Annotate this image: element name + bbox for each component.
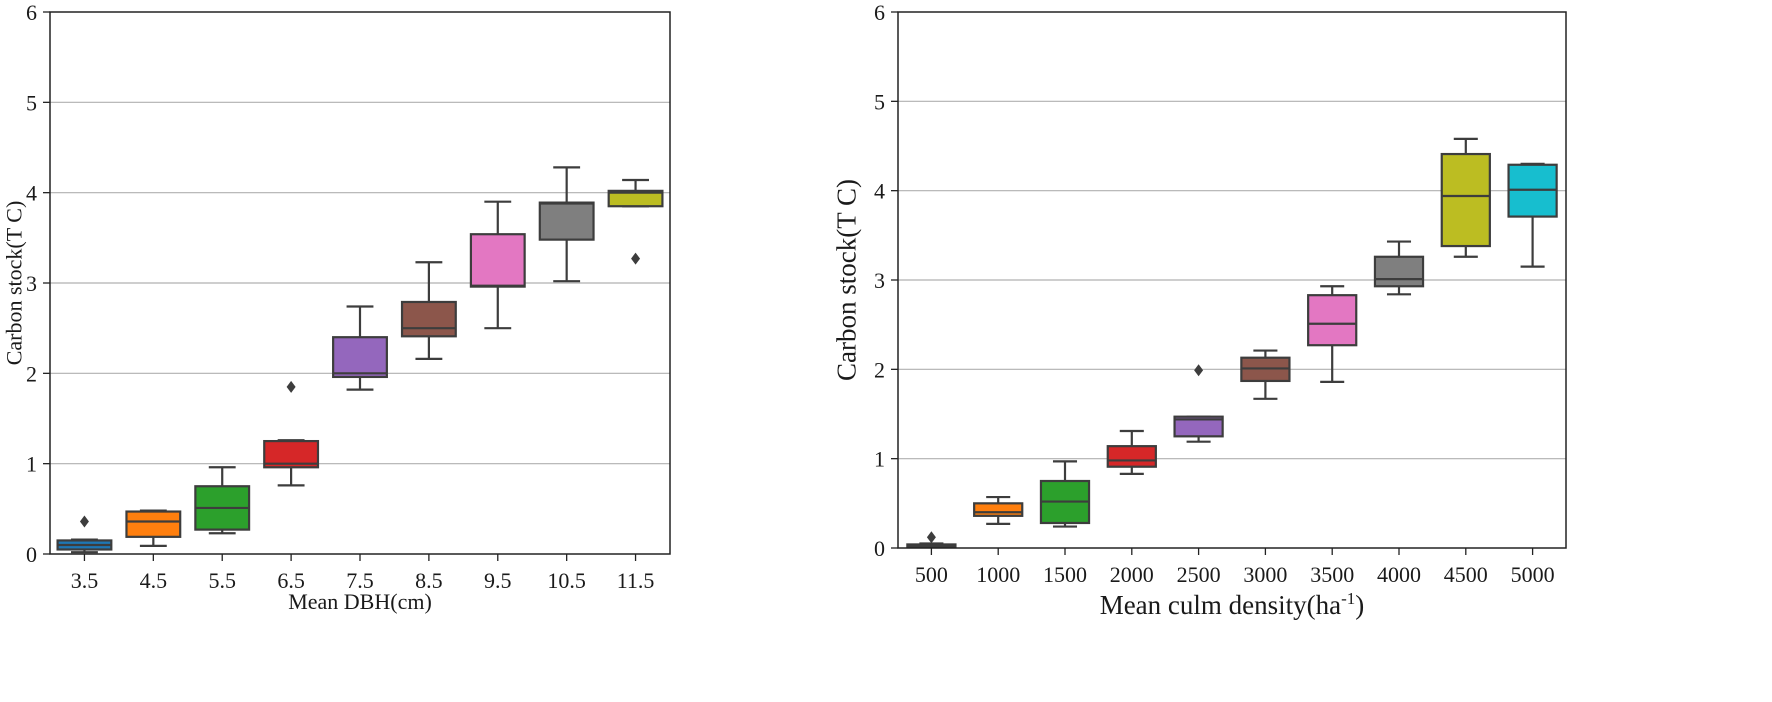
box-8.5: [400, 261, 457, 360]
x-tick-label: 6.5: [277, 568, 305, 593]
plot-frame: [897, 11, 1567, 549]
x-tick-label: 4500: [1444, 562, 1488, 587]
box-10.5: [538, 166, 595, 283]
box-7.5: [332, 305, 388, 391]
iqr-box: [1173, 415, 1224, 438]
x-axis-label-text: Mean culm density(ha: [1100, 590, 1341, 620]
iqr-box: [125, 510, 182, 538]
box-1500: [1039, 460, 1091, 528]
x-tick-label: 9.5: [484, 568, 512, 593]
x-tick-label: 3.5: [71, 568, 99, 593]
outlier-point: [79, 515, 89, 528]
box-2000: [1106, 429, 1157, 475]
x-tick-label: 1500: [1043, 562, 1087, 587]
x-tick-label: 5.5: [208, 568, 236, 593]
y-axis-label: Carbon stock(T C): [2, 201, 27, 366]
box-1000: [973, 495, 1024, 525]
y-tick-label: 6: [26, 0, 37, 25]
x-tick-label: 4000: [1377, 562, 1421, 587]
iqr-box: [973, 502, 1024, 517]
x-axis-label-superscript: -1: [1341, 589, 1355, 608]
box-4.5: [125, 509, 182, 547]
iqr-box: [607, 189, 664, 208]
y-tick-label: 1: [26, 452, 37, 477]
y-tick-label: 4: [874, 179, 885, 204]
box-2500: [1173, 364, 1224, 443]
x-tick-label: 11.5: [617, 568, 655, 593]
y-tick-label: 4: [26, 181, 37, 206]
x-tick-label: 10.5: [547, 568, 586, 593]
x-tick-label: 4.5: [140, 568, 168, 593]
y-tick-label: 2: [26, 361, 37, 386]
outlier-point: [1194, 364, 1204, 377]
iqr-box: [1440, 152, 1491, 248]
box-500: [906, 531, 957, 548]
x-tick-label: 2000: [1110, 562, 1154, 587]
plot-frame: [49, 11, 671, 555]
outlier-point: [286, 380, 296, 393]
iqr-box: [332, 336, 388, 379]
y-tick-label: 2: [874, 357, 885, 382]
box-9.5: [469, 200, 526, 330]
y-tick-label: 3: [26, 271, 37, 296]
x-tick-label: 8.5: [415, 568, 443, 593]
x-tick-label: 2500: [1177, 562, 1221, 587]
y-tick-label: 6: [874, 0, 885, 25]
iqr-box: [538, 201, 595, 241]
y-tick-label: 1: [874, 447, 885, 472]
outlier-point: [631, 252, 641, 265]
box-5000: [1507, 162, 1558, 268]
x-tick-label: 3500: [1310, 562, 1354, 587]
chart-mean-culm-density: 0 1 2 3 4 5 6 500 1000 1500 2000 2500 3000 3500 4000 45…: [831, 0, 1567, 620]
box-11.5: [607, 178, 664, 265]
x-tick-label: 1000: [976, 562, 1020, 587]
box-4500: [1440, 137, 1491, 258]
iqr-box: [469, 233, 526, 288]
x-axis-label-text: Mean DBH(cm): [288, 589, 432, 614]
x-axis-label-close: ): [1355, 590, 1364, 620]
y-tick-label: 0: [874, 536, 885, 561]
x-axis-label: Mean culm density(ha-1): [1100, 589, 1365, 620]
x-tick-label: 3000: [1243, 562, 1287, 587]
chart-mean-dbh: 0 1 2 3 4 5 6 3.5 4.5 5.5 6.5 7.5 8.5 9.5 10.5 11.5 Mean…: [2, 0, 671, 614]
iqr-box: [1373, 255, 1425, 288]
iqr-box: [1106, 445, 1157, 468]
box-6.5: [263, 380, 320, 487]
box-3.5: [56, 515, 113, 554]
box-5.5: [194, 466, 251, 535]
box-3000: [1240, 349, 1291, 400]
outlier-point: [926, 531, 936, 544]
x-axis-label: Mean DBH(cm): [288, 589, 432, 614]
y-tick-label: 0: [26, 542, 37, 567]
y-axis-label: Carbon stock(T C): [831, 179, 861, 381]
x-tick-label: 5000: [1511, 562, 1555, 587]
x-tick-label: 7.5: [346, 568, 374, 593]
y-tick-label: 3: [874, 268, 885, 293]
y-tick-label: 5: [874, 89, 885, 114]
iqr-box: [400, 300, 457, 338]
x-tick-label: 500: [915, 562, 948, 587]
box-4000: [1373, 240, 1425, 296]
box-3500: [1307, 285, 1358, 383]
iqr-box: [1307, 294, 1358, 347]
y-tick-label: 5: [26, 90, 37, 115]
